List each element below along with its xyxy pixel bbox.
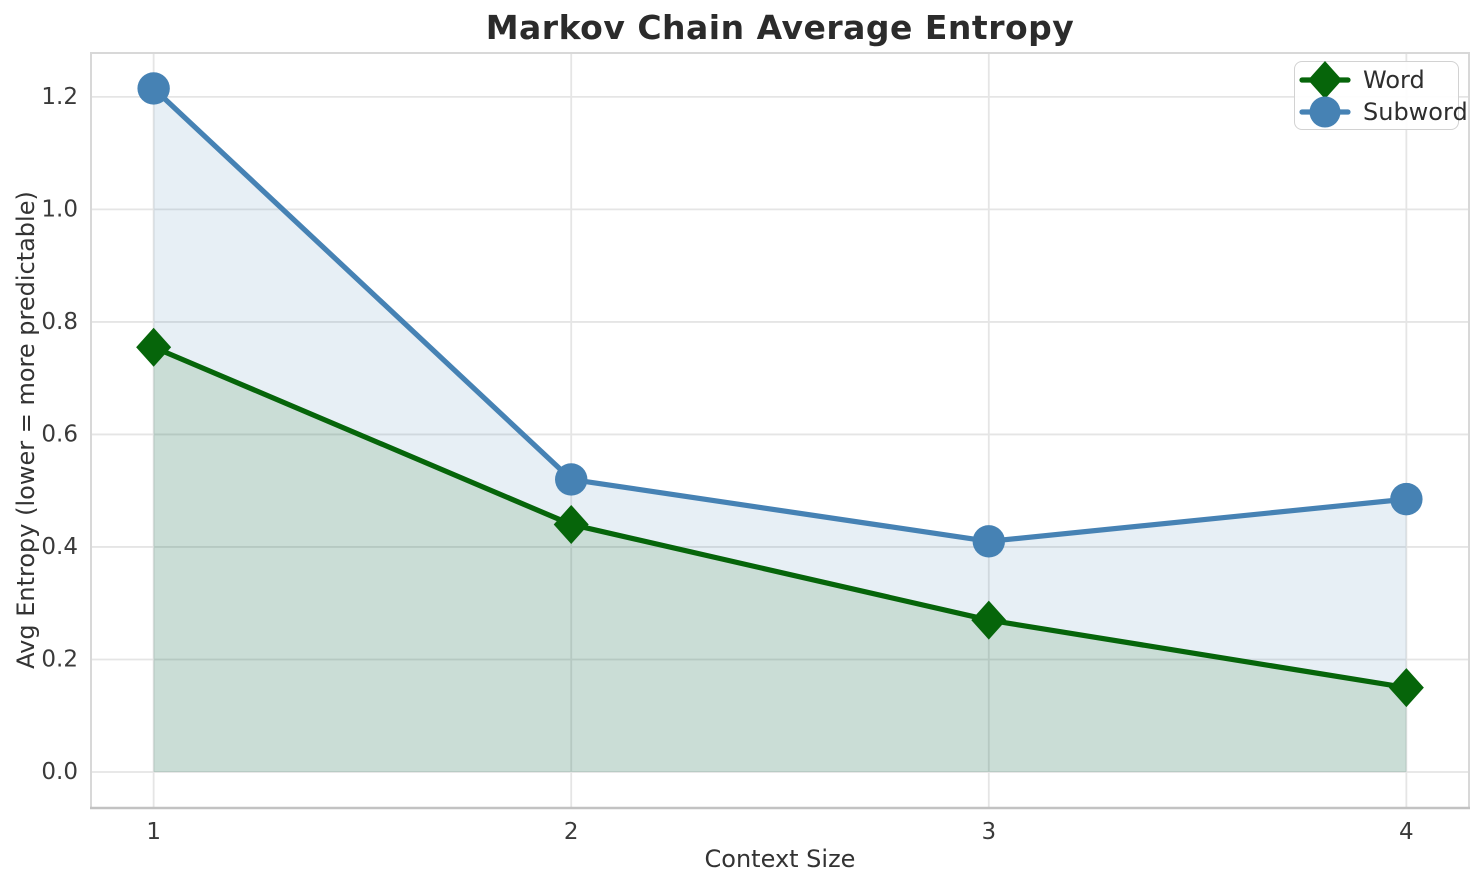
subword-circle-marker-icon [1299, 96, 1351, 128]
chart-title: Markov Chain Average Entropy [485, 8, 1075, 47]
marker-subword-x1 [137, 72, 170, 105]
legend-label-word: Word [1363, 66, 1425, 94]
legend-label-subword: Subword [1363, 98, 1468, 126]
y-axis-label: Avg Entropy (lower = more predictable) [12, 191, 40, 669]
x-tick-label: 3 [981, 819, 996, 845]
legend-item-subword: Subword [1295, 96, 1468, 128]
x-tick-label: 2 [564, 819, 579, 845]
y-tick-label: 0.4 [41, 534, 78, 560]
x-tick-label: 4 [1399, 819, 1414, 845]
marker-word-x1 [136, 327, 172, 367]
marker-word-x2 [553, 504, 589, 544]
line-subword [151, 85, 1409, 544]
y-tick-label: 0.0 [41, 759, 78, 785]
y-tick-label: 0.2 [41, 646, 78, 672]
marker-subword-x4 [1390, 482, 1423, 516]
area-fill-subword [153, 88, 1407, 772]
x-tick-label: 1 [146, 819, 161, 845]
area-fill-word [153, 347, 1407, 772]
line-word [151, 344, 1409, 691]
y-tick-label: 0.6 [41, 421, 78, 447]
y-tick-label: 1.0 [41, 196, 78, 222]
marker-subword-x2 [555, 463, 588, 496]
legend-item-word: Word [1295, 61, 1458, 99]
y-tick-label: 1.2 [41, 84, 78, 110]
marker-word-x3 [971, 600, 1007, 640]
y-tick-label: 0.8 [41, 309, 78, 335]
x-axis-label: Context Size [704, 845, 856, 873]
marker-subword-x3 [972, 525, 1005, 558]
marker-word-x4 [1388, 668, 1424, 708]
word-diamond-marker-icon [1299, 61, 1351, 99]
legend: Word Subword [1294, 61, 1468, 130]
